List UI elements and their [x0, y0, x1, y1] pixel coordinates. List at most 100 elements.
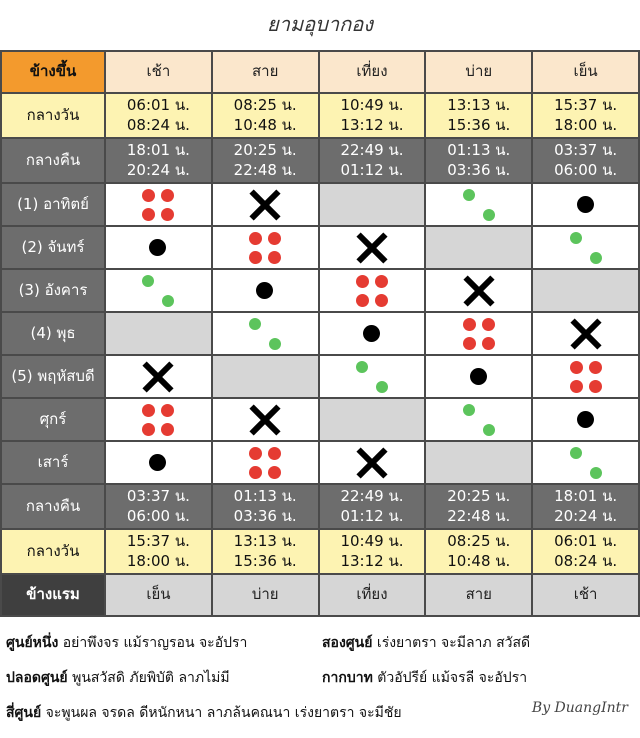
- omen-cell: [104, 354, 213, 399]
- period-header-4: บ่าย: [424, 50, 534, 94]
- omen-cell: [424, 182, 534, 227]
- day-label: (5) พฤหัสบดี: [0, 354, 106, 399]
- row-label-day: กลางวัน: [0, 92, 106, 139]
- row-label-night-bottom: กลางคืน: [0, 483, 106, 530]
- period-footer-4: สาย: [424, 573, 534, 617]
- omen-cell: [317, 311, 427, 356]
- legend-desc: อย่าพึงจร แม้ราญรอน จะอัปรา: [58, 635, 248, 651]
- time-end: 06:00 น.: [126, 506, 190, 525]
- period-footer-3: เที่ยง: [317, 573, 427, 617]
- omen-cell: [210, 440, 320, 485]
- omen-cell: [104, 440, 213, 485]
- omen-cell: [104, 225, 213, 270]
- two-green-dots-icon: [461, 187, 497, 223]
- omen-cell: [424, 311, 534, 356]
- time-end: 08:24 น.: [126, 115, 190, 134]
- omen-cell: [210, 182, 320, 227]
- omen-cell: [424, 354, 534, 399]
- time-end: 01:12 น.: [340, 160, 404, 179]
- time-start: 01:13 น.: [233, 487, 297, 505]
- time-start: 15:37 น.: [126, 532, 190, 550]
- bottom-night-time-2: 01:13 น. 03:36 น.: [210, 483, 320, 530]
- two-green-dots-icon: [354, 359, 390, 395]
- time-start: 13:13 น.: [233, 532, 297, 550]
- omen-cell: [210, 311, 320, 356]
- omen-cell: [531, 311, 640, 356]
- bottom-day-time-4: 08:25 น. 10:48 น.: [424, 528, 534, 575]
- one-black-dot-icon: [247, 273, 283, 309]
- time-end: 08:24 น.: [554, 551, 618, 570]
- omen-cell: [317, 225, 427, 270]
- legend-term: สี่ศูนย์: [6, 705, 42, 721]
- signature: By DuangIntr: [531, 700, 628, 716]
- time-end: 22:48 น.: [233, 160, 297, 179]
- omen-cell: [317, 354, 427, 399]
- time-end: 01:12 น.: [340, 506, 404, 525]
- omen-cell: [210, 397, 320, 442]
- bottom-night-time-1: 03:37 น. 06:00 น.: [104, 483, 213, 530]
- omen-cell: [531, 225, 640, 270]
- period-footer-5: เช้า: [531, 573, 640, 617]
- period-header-5: เย็น: [531, 50, 640, 94]
- one-black-dot-icon: [140, 445, 176, 481]
- omen-cell: [104, 397, 213, 442]
- one-black-dot-icon: [461, 359, 497, 395]
- cross-icon: [568, 316, 604, 352]
- time-end: 10:48 น.: [233, 115, 297, 134]
- omen-cell: [317, 397, 427, 442]
- top-night-time-2: 20:25 น. 22:48 น.: [210, 137, 320, 184]
- day-label: (2) จันทร์: [0, 225, 106, 270]
- time-start: 22:49 น.: [340, 487, 404, 505]
- time-start: 18:01 น.: [126, 141, 190, 159]
- bottom-night-time-5: 18:01 น. 20:24 น.: [531, 483, 640, 530]
- time-start: 08:25 น.: [447, 532, 511, 550]
- legend-line-2: ปลอดศูนย์ พูนสวัสดิ ภัยพิบัติ ลาภไม่มี: [6, 667, 230, 689]
- time-start: 22:49 น.: [340, 141, 404, 159]
- legend-term: ปลอดศูนย์: [6, 670, 68, 686]
- four-red-dots-icon: [140, 187, 176, 223]
- omen-cell: [210, 225, 320, 270]
- omen-cell: [210, 354, 320, 399]
- time-start: 03:37 น.: [554, 141, 618, 159]
- two-green-dots-icon: [247, 316, 283, 352]
- period-footer-2: บ่าย: [210, 573, 320, 617]
- legend-line-1: ศูนย์หนึ่ง อย่าพึงจร แม้ราญรอน จะอัปรา: [6, 632, 247, 654]
- top-day-time-5: 15:37 น. 18:00 น.: [531, 92, 640, 139]
- legend-line-3: สี่ศูนย์ จะพูนผล จรดล ดีหนักหนา ลาภล้นคณ…: [6, 702, 402, 724]
- two-green-dots-icon: [461, 402, 497, 438]
- omen-cell: [424, 268, 534, 313]
- four-red-dots-icon: [461, 316, 497, 352]
- cross-icon: [140, 359, 176, 395]
- day-label: (1) อาทิตย์: [0, 182, 106, 227]
- omen-cell: [317, 182, 427, 227]
- time-start: 10:49 น.: [340, 532, 404, 550]
- bottom-night-time-4: 20:25 น. 22:48 น.: [424, 483, 534, 530]
- four-red-dots-icon: [247, 445, 283, 481]
- omen-cell: [317, 268, 427, 313]
- one-black-dot-icon: [568, 187, 604, 223]
- time-end: 03:36 น.: [447, 160, 511, 179]
- bottom-day-time-1: 15:37 น. 18:00 น.: [104, 528, 213, 575]
- cross-icon: [354, 445, 390, 481]
- cross-icon: [247, 187, 283, 223]
- bottom-day-time-3: 10:49 น. 13:12 น.: [317, 528, 427, 575]
- four-red-dots-icon: [354, 273, 390, 309]
- period-header-3: เที่ยง: [317, 50, 427, 94]
- time-end: 15:36 น.: [447, 115, 511, 134]
- omen-cell: [104, 268, 213, 313]
- time-end: 03:36 น.: [233, 506, 297, 525]
- period-header-1: เช้า: [104, 50, 213, 94]
- ubakong-table: ข้างขึ้น เช้า สาย เที่ยง บ่าย เย็น กลางวัน 06:0…: [0, 50, 640, 617]
- top-day-time-3: 10:49 น. 13:12 น.: [317, 92, 427, 139]
- four-red-dots-icon: [568, 359, 604, 395]
- four-red-dots-icon: [247, 230, 283, 266]
- one-black-dot-icon: [568, 402, 604, 438]
- two-green-dots-icon: [568, 445, 604, 481]
- top-night-time-3: 22:49 น. 01:12 น.: [317, 137, 427, 184]
- row-label-day-bottom: กลางวัน: [0, 528, 106, 575]
- top-day-time-2: 08:25 น. 10:48 น.: [210, 92, 320, 139]
- time-start: 08:25 น.: [233, 96, 297, 114]
- omen-cell: [424, 225, 534, 270]
- page-title: ยามอุบากอง: [267, 12, 373, 36]
- time-start: 03:37 น.: [126, 487, 190, 505]
